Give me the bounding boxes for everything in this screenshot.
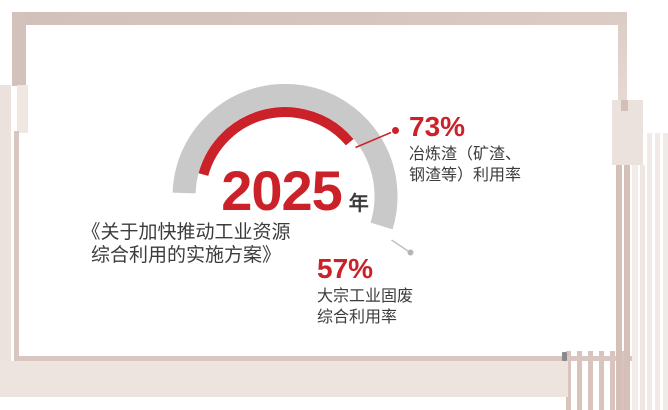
callout-bulk-label-line1: 大宗工业固废: [317, 288, 414, 305]
callout-smelting-value: 73%: [409, 111, 466, 142]
right-deco-block-notch: [621, 100, 628, 111]
policy-title-line2: 综合利用的实施方案》: [90, 244, 281, 266]
callout-bulk-label: 大宗工业固废 综合利用率: [317, 286, 517, 328]
callout-smelting-label: 冶炼渣（矿渣、 钢渣等）利用率: [409, 144, 609, 186]
callout-smelting-slag: 73% 冶炼渣（矿渣、 钢渣等）利用率: [409, 112, 609, 186]
leader-line-57: [391, 239, 409, 252]
gauge-center-unit-label: 年: [348, 193, 369, 215]
inner-frame-line-horizontal: [14, 356, 632, 361]
leader-dot-73: [392, 127, 399, 134]
frame-left-bar: [12, 12, 26, 86]
right-deco-stripes-inner: [612, 165, 645, 410]
callout-smelting-label-line2: 钢渣等）利用率: [409, 167, 522, 184]
gauge-track-arc: [172, 83, 398, 230]
leader-dot-57: [407, 249, 414, 256]
gauge-center-group: 2025 年: [199, 163, 391, 219]
callout-bulk-value: 57%: [317, 253, 374, 284]
policy-title: 《关于加快推动工业资源 综合利用的实施方案》: [55, 222, 317, 267]
frame-top-bar: [12, 12, 627, 25]
callout-bulk-solid-waste: 57% 大宗工业固废 综合利用率: [317, 254, 517, 328]
left-deco-strip-outer: [0, 85, 11, 397]
gauge-center-value: 2025: [221, 159, 343, 222]
inner-frame-line-vertical: [14, 131, 19, 356]
leader-line-73: [355, 131, 392, 149]
small-print-mark: [562, 352, 567, 361]
callout-smelting-label-line1: 冶炼渣（矿渣、: [409, 146, 522, 163]
gauge-value-arc: [198, 107, 354, 176]
right-deco-stripes-outer: [644, 133, 668, 410]
left-deco-strip-inner: [17, 85, 28, 133]
callout-bulk-label-line2: 综合利用率: [317, 309, 398, 326]
policy-title-line1: 《关于加快推动工业资源: [81, 222, 291, 243]
bottom-deco-band: [0, 361, 568, 397]
frame-right-bar: [618, 12, 627, 102]
